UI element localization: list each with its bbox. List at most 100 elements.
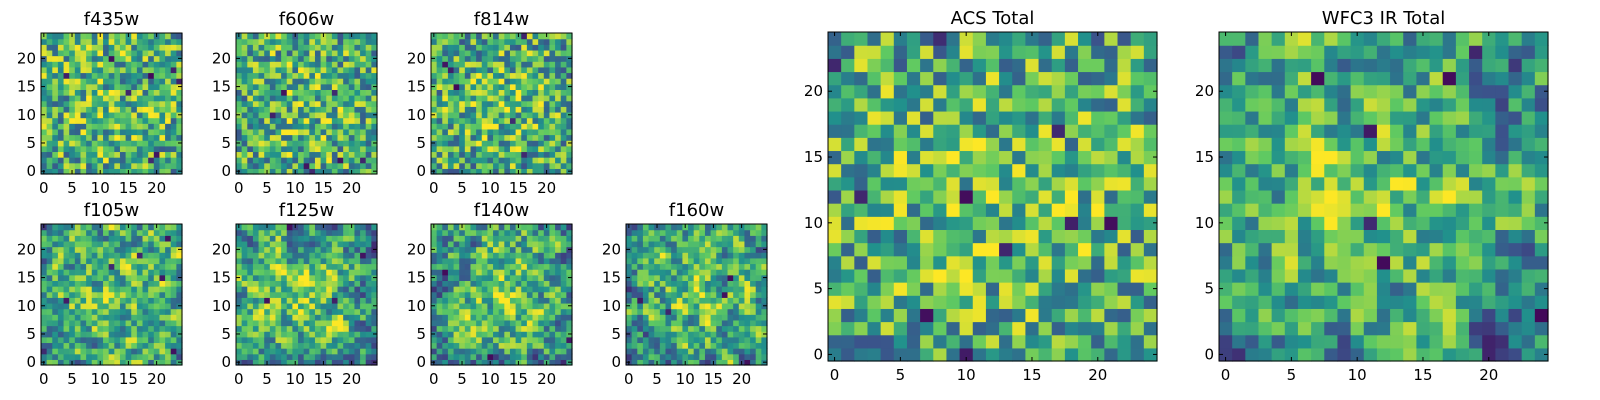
heatmap-cell bbox=[493, 235, 500, 242]
heatmap-cell bbox=[103, 331, 110, 338]
heatmap-cell bbox=[676, 308, 683, 315]
heatmap-cell bbox=[504, 325, 511, 332]
heatmap-cell bbox=[125, 235, 132, 242]
heatmap-cell bbox=[337, 168, 344, 175]
heatmap-cell bbox=[1130, 216, 1145, 230]
heatmap-cell bbox=[320, 240, 327, 248]
heatmap-cell bbox=[560, 319, 567, 327]
heatmap-cell bbox=[354, 145, 361, 153]
heatmap-cell bbox=[292, 302, 299, 310]
heatmap-cell bbox=[682, 325, 689, 332]
heatmap-cell bbox=[509, 106, 517, 113]
heatmap-cell bbox=[867, 242, 882, 257]
heatmap-cell bbox=[41, 297, 48, 304]
heatmap-cell bbox=[487, 291, 494, 298]
heatmap-cell bbox=[136, 252, 144, 259]
heatmap-cell bbox=[464, 314, 472, 321]
heatmap-cell bbox=[972, 334, 987, 349]
heatmap-cell bbox=[148, 151, 155, 158]
heatmap-cell bbox=[354, 224, 361, 231]
heatmap-cell bbox=[459, 145, 466, 153]
heatmap-cell bbox=[566, 348, 573, 355]
heatmap-cell bbox=[1064, 189, 1079, 204]
y-tick-label: 0 bbox=[221, 162, 231, 180]
heatmap-cell bbox=[481, 229, 488, 236]
heatmap-cell bbox=[470, 263, 477, 270]
heatmap-cell bbox=[360, 157, 367, 164]
heatmap-cell bbox=[509, 157, 517, 164]
heatmap-cell bbox=[236, 325, 243, 332]
heatmap-cell bbox=[549, 280, 556, 287]
heatmap-cell bbox=[880, 242, 895, 257]
heatmap-cell bbox=[549, 252, 556, 259]
heatmap-cell bbox=[493, 286, 500, 293]
heatmap-cell bbox=[665, 280, 672, 287]
heatmap-cell bbox=[292, 117, 299, 124]
heatmap-cell bbox=[526, 145, 534, 153]
heatmap-cell bbox=[880, 347, 895, 362]
heatmap-cell bbox=[515, 89, 522, 96]
heatmap-cell bbox=[136, 95, 144, 102]
heatmap-cell bbox=[509, 314, 517, 321]
heatmap-cell bbox=[498, 224, 505, 231]
heatmap-cell bbox=[136, 302, 144, 310]
x-tick-label: 15 bbox=[509, 370, 528, 388]
heatmap-cell bbox=[354, 33, 361, 40]
heatmap-cell bbox=[258, 229, 265, 236]
heatmap-cell bbox=[348, 89, 356, 96]
heatmap-cell bbox=[521, 123, 528, 130]
heatmap-cell bbox=[136, 280, 144, 287]
heatmap-cell bbox=[710, 319, 717, 327]
heatmap-cell bbox=[281, 72, 288, 79]
heatmap-cell bbox=[119, 229, 127, 236]
heatmap-cell bbox=[1038, 282, 1053, 296]
heatmap-cell bbox=[999, 203, 1013, 217]
heatmap-cell bbox=[348, 308, 356, 315]
heatmap-cell bbox=[286, 33, 293, 40]
heatmap-cell bbox=[498, 280, 505, 287]
heatmap-cell bbox=[119, 89, 127, 96]
heatmap-cell bbox=[264, 348, 271, 355]
heatmap-cell bbox=[241, 100, 248, 107]
x-tick-label: 5 bbox=[67, 370, 77, 388]
heatmap-cell bbox=[241, 151, 248, 158]
heatmap-cell bbox=[365, 336, 372, 344]
heatmap-cell bbox=[360, 331, 367, 338]
heatmap-cell bbox=[91, 33, 98, 40]
heatmap-cell bbox=[309, 308, 316, 315]
heatmap-cell bbox=[365, 162, 372, 169]
heatmap-cell bbox=[526, 274, 534, 281]
heatmap-cell bbox=[103, 257, 110, 265]
heatmap-cell bbox=[365, 111, 372, 119]
heatmap-cell bbox=[131, 274, 138, 281]
heatmap-cell bbox=[470, 128, 477, 136]
heatmap-cell bbox=[371, 157, 378, 164]
heatmap-cell bbox=[682, 314, 689, 321]
heatmap-cell bbox=[738, 229, 746, 236]
heatmap-cell bbox=[631, 348, 638, 355]
heatmap-cell bbox=[481, 308, 488, 315]
heatmap-cell bbox=[716, 314, 723, 321]
heatmap-cell bbox=[476, 44, 483, 51]
heatmap-cell bbox=[1143, 255, 1158, 270]
heatmap-cell bbox=[365, 89, 372, 96]
heatmap-cell bbox=[303, 252, 310, 259]
heatmap-cell bbox=[532, 353, 539, 360]
heatmap-cell bbox=[631, 269, 638, 276]
heatmap-cell bbox=[549, 336, 556, 344]
heatmap-cell bbox=[538, 100, 545, 107]
heatmap-cell bbox=[543, 246, 551, 253]
heatmap-cell bbox=[91, 123, 98, 130]
heatmap-cell bbox=[360, 83, 367, 90]
heatmap-cell bbox=[153, 55, 161, 62]
heatmap-cell bbox=[1051, 216, 1066, 230]
heatmap-cell bbox=[52, 302, 59, 310]
heatmap-cell bbox=[854, 321, 869, 336]
heatmap-cell bbox=[436, 325, 443, 332]
heatmap-cell bbox=[476, 325, 483, 332]
heatmap-cell bbox=[326, 44, 333, 51]
heatmap-cell bbox=[63, 336, 70, 344]
heatmap-cell bbox=[136, 336, 144, 344]
heatmap-cell bbox=[538, 162, 545, 169]
heatmap-cell bbox=[1012, 229, 1026, 244]
